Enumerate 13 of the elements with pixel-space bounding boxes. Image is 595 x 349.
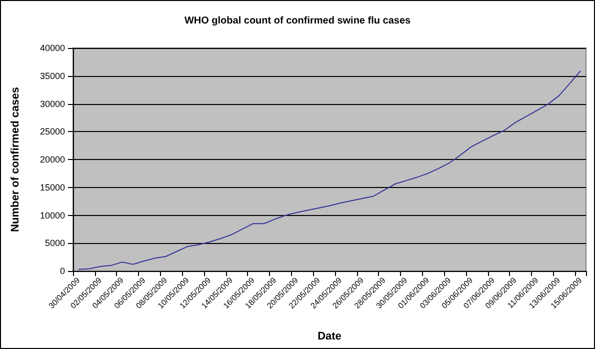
y-tick-label: 10000 bbox=[40, 210, 65, 220]
y-tick-label: 5000 bbox=[44, 238, 65, 248]
y-tick-label: 30000 bbox=[40, 98, 65, 109]
x-axis-title: Date bbox=[318, 330, 342, 342]
chart-title: WHO global count of confirmed swine flu cases bbox=[184, 16, 412, 26]
y-tick-label: 35000 bbox=[40, 70, 65, 81]
line-series bbox=[78, 70, 582, 270]
y-tick-label: 40000 bbox=[40, 43, 65, 53]
y-tick-label: 20000 bbox=[40, 154, 65, 164]
y-axis-title: Number of confirmed cases bbox=[10, 87, 22, 232]
y-tick-label: 25000 bbox=[40, 126, 65, 137]
y-tick-label: 15000 bbox=[40, 182, 65, 192]
y-tick-label: 0 bbox=[60, 266, 65, 276]
